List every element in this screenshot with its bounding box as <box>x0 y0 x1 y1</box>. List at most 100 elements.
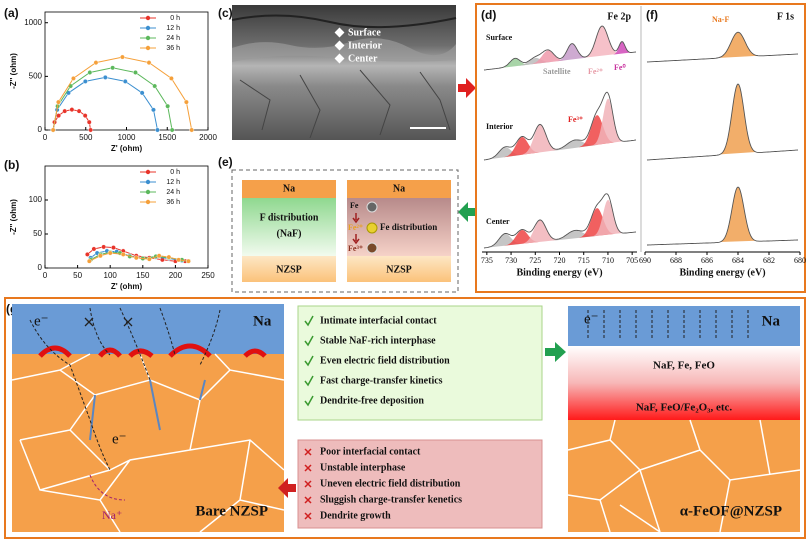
layer-label: NaF, Fe, FeO <box>653 360 715 372</box>
spectrum-peak <box>720 187 756 242</box>
data-point <box>176 257 182 263</box>
check-icon <box>304 375 314 387</box>
spectrum-peak <box>720 84 756 155</box>
check-icon <box>304 355 314 367</box>
layer-label: (NaF) <box>277 228 302 239</box>
panel-label: (e) <box>218 155 233 169</box>
problem-item: Sluggish charge-transfer kenetics <box>320 494 462 505</box>
data-point <box>86 119 92 125</box>
data-point <box>62 108 68 114</box>
panel-label: (b) <box>4 158 19 172</box>
y-tick-label: 0 <box>38 125 43 134</box>
panel-label: (c) <box>218 6 233 20</box>
bare-schematic <box>11 304 285 533</box>
layer-label: Na <box>393 183 405 194</box>
spectrum-peak <box>551 230 599 241</box>
ion-label: Fe²⁺ <box>348 223 363 232</box>
data-point <box>184 99 189 105</box>
data-point <box>156 253 162 259</box>
row-label: Surface <box>486 33 513 42</box>
advantage-item: Intimate interfacial contact <box>320 315 437 326</box>
annotation: Fe²⁺ <box>588 67 603 76</box>
row-label: Center <box>486 217 510 226</box>
annotation: Na-F <box>712 15 729 24</box>
data-point <box>165 103 171 109</box>
x-tick-label: 690 <box>639 256 651 265</box>
lists: Intimate interfacial contact Stable NaF-r… <box>304 315 462 521</box>
legend-marker <box>145 199 151 205</box>
data-point <box>186 258 191 264</box>
spectrum-peak <box>530 50 566 65</box>
data-point <box>111 245 116 251</box>
data-point <box>50 127 56 133</box>
data-point <box>151 107 156 113</box>
problem-item: Uneven electric field distribution <box>320 478 461 489</box>
chart-title: Fe 2p <box>607 11 631 22</box>
data-point <box>82 113 88 119</box>
spectrum-peak <box>551 140 599 152</box>
panel-frame <box>475 3 806 293</box>
x-tick-label: 725 <box>529 256 541 265</box>
panel-label: (a) <box>4 6 19 20</box>
check-icon <box>304 335 314 347</box>
y-tick-label: 100 <box>29 195 43 204</box>
panel-frame <box>4 297 806 539</box>
advantage-item: Even electric field distribution <box>320 355 450 366</box>
ion-label: Na⁺ <box>102 508 122 522</box>
layer-label: NZSP <box>276 264 302 275</box>
legend-marker <box>145 189 151 195</box>
data-point <box>56 99 61 105</box>
x-tick-label: 150 <box>136 271 150 280</box>
data-point <box>93 60 99 66</box>
sample-label: α-FeOF@NZSP <box>680 503 782 519</box>
plot-frame <box>44 165 209 269</box>
x-tick-label: 730 <box>505 256 517 265</box>
sem-label: Interior <box>348 40 382 51</box>
layer-label: Na <box>253 313 272 329</box>
legend-label: 0 h <box>170 15 180 22</box>
spectrum-peak <box>500 58 530 68</box>
x-tick-label: 0 <box>43 133 48 142</box>
cross-icon <box>304 480 312 488</box>
layers <box>242 180 451 282</box>
data-point <box>120 54 125 60</box>
legend-label: 12 h <box>166 25 180 32</box>
data-point <box>87 70 93 75</box>
data-point <box>71 76 76 81</box>
spectrum-envelope <box>646 31 799 63</box>
data-point <box>76 108 82 114</box>
x-tick-label: 682 <box>763 256 775 265</box>
cross-icon <box>304 464 312 472</box>
data-point <box>169 76 174 81</box>
advantage-item: Dendrite-free deposition <box>320 395 424 406</box>
x-axis-title: Binding energy (eV) <box>679 267 765 278</box>
arrow <box>458 78 476 98</box>
data-point <box>152 83 158 89</box>
legend-marker <box>145 35 151 41</box>
x-tick-label: 715 <box>578 256 590 265</box>
data-point <box>133 70 138 75</box>
x-tick-label: 250 <box>201 271 215 280</box>
electron-label: e⁻ <box>112 431 127 447</box>
data-point <box>122 79 128 84</box>
series-line <box>52 67 173 131</box>
x-tick-label: 684 <box>732 256 744 265</box>
data-point <box>120 251 126 257</box>
annotation: Fe³⁺ <box>568 115 583 124</box>
layer-label: Fe distribution <box>380 222 437 232</box>
layer-label: Na <box>283 183 295 194</box>
series-line <box>89 252 189 262</box>
x-tick-label: 686 <box>701 256 713 265</box>
annotation: Fe⁰ <box>614 63 626 72</box>
sem-image <box>231 5 457 140</box>
x-tick-label: 500 <box>79 133 93 142</box>
row-label: Interior <box>486 122 514 131</box>
x-tick-label: 705 <box>626 256 638 265</box>
data-point <box>86 258 92 264</box>
spectrum-peak <box>584 26 620 58</box>
legend-label: 36 h <box>166 45 180 52</box>
arrow <box>458 202 476 222</box>
advantages-box <box>297 305 543 421</box>
spectrum-envelope <box>483 25 637 71</box>
